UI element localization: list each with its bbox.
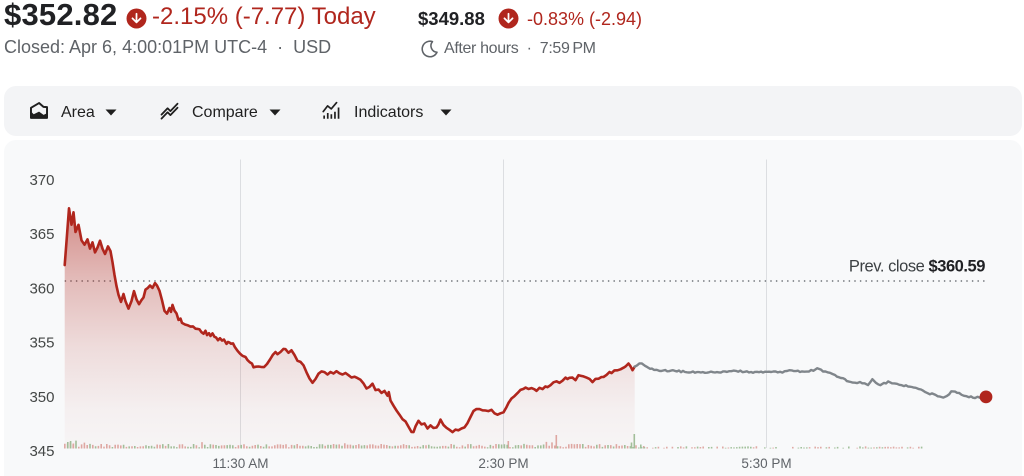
svg-text:355: 355 bbox=[29, 334, 54, 351]
svg-text:5:30 PM: 5:30 PM bbox=[741, 456, 791, 471]
svg-text:2:30 PM: 2:30 PM bbox=[478, 456, 528, 471]
svg-text:Prev. close $360.59: Prev. close $360.59 bbox=[849, 257, 985, 275]
svg-text:370: 370 bbox=[29, 172, 54, 189]
svg-text:365: 365 bbox=[29, 226, 54, 243]
svg-text:360: 360 bbox=[29, 280, 54, 297]
svg-text:345: 345 bbox=[29, 443, 54, 460]
svg-text:350: 350 bbox=[29, 388, 54, 405]
svg-text:11:30 AM: 11:30 AM bbox=[212, 456, 268, 471]
